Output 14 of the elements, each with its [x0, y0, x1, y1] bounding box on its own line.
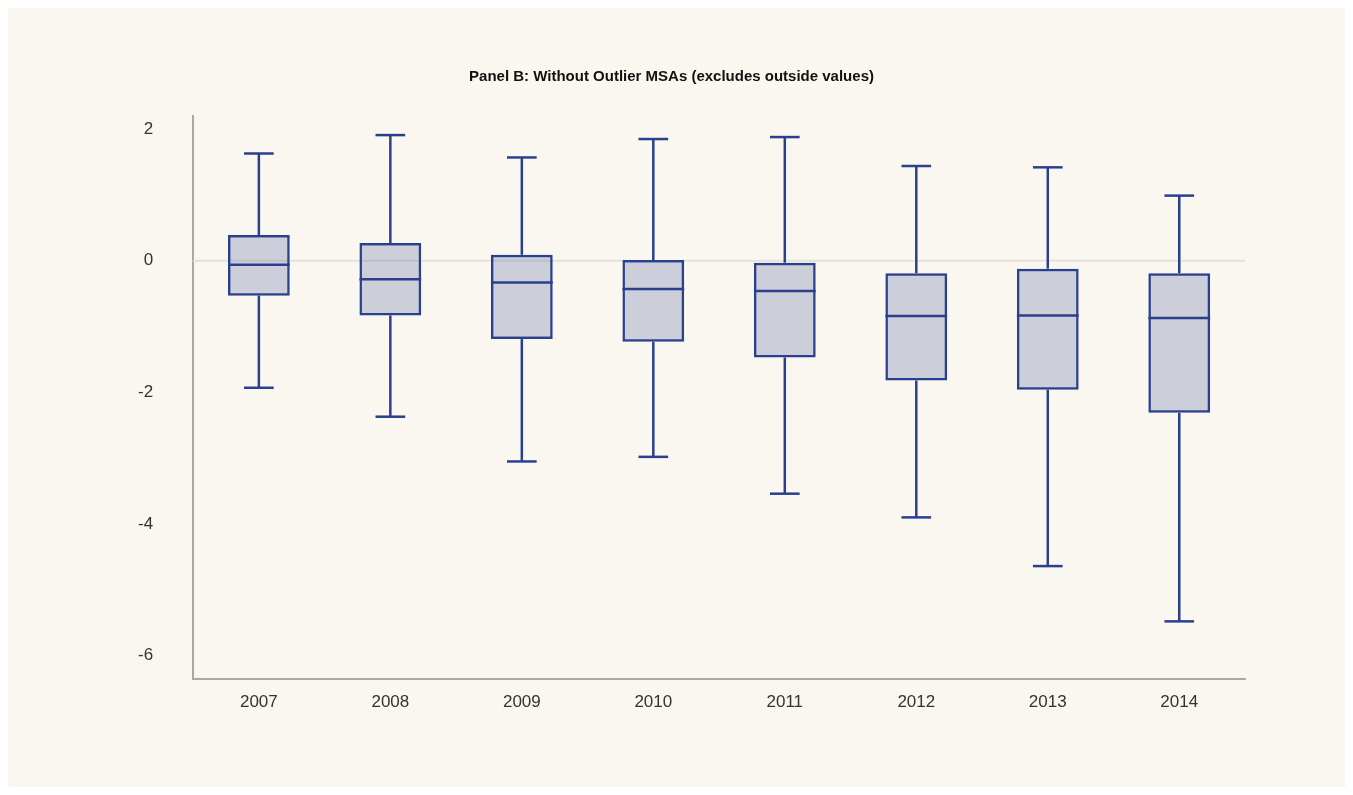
x-tick-label: 2014: [1160, 692, 1199, 712]
x-tick-label: 2008: [371, 692, 410, 712]
y-tick-label: 0: [143, 250, 154, 270]
y-tick-label: 2: [143, 118, 154, 138]
x-tick-label: 2012: [897, 692, 936, 712]
y-tick-label: -6: [137, 645, 154, 665]
x-tick-label: 2011: [766, 692, 804, 712]
y-tick-label: -2: [137, 382, 154, 402]
x-tick-label: 2007: [239, 692, 278, 712]
x-tick-label: 2013: [1028, 692, 1067, 712]
x-tick-label: 2009: [502, 692, 541, 712]
chart-title: Panel B: Without Outlier MSAs (excludes outside values): [469, 67, 874, 85]
x-tick-label: 2010: [634, 692, 673, 712]
y-tick-label: -4: [137, 513, 154, 533]
